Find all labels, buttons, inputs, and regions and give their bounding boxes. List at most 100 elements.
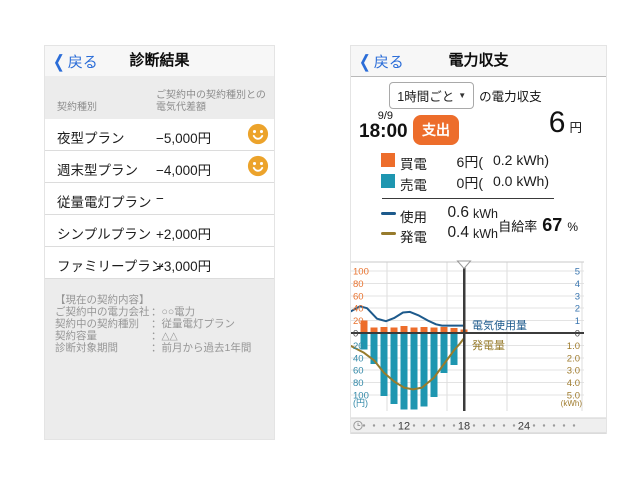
right-axis-unit: (kWh) (561, 399, 583, 408)
x-axis-strip[interactable] (351, 418, 606, 433)
contract-detail-value: ：○○電力 (151, 306, 196, 318)
left-axis-tick: 80 (353, 279, 364, 290)
sell-kwh-value: 0.0 kWh) (492, 173, 549, 189)
back-label: 戻る (67, 53, 98, 71)
contract-detail-label: 契約容量 (55, 330, 97, 342)
left-axis-zero: 0 (353, 329, 358, 340)
usage-generation-legend: 使用 0.6 kWh 発電 0.4 kWh (351, 203, 551, 245)
left-axis-tick: 40 (353, 353, 364, 364)
usage-line (351, 305, 465, 327)
x-axis-dot (442, 424, 446, 427)
buy-bar (390, 327, 398, 333)
contract-detail-line: ご契約中の電力会社 ：○○電力 (55, 306, 264, 318)
sell-bar (360, 334, 368, 350)
x-axis-dot (552, 424, 556, 427)
sell-bar (440, 334, 448, 374)
generation-annotation: 発電量 (472, 338, 505, 352)
sell-yen-value: 0円( (456, 175, 483, 191)
cursor-datetime: 9/9 18:00 (359, 110, 408, 142)
sell-breakdown-row: 売電 0円(0.0 kWh) (351, 171, 606, 193)
time-label: 18:00 (359, 121, 408, 142)
col-header-cost-diff-line2: 電気代差額 (156, 102, 206, 113)
right-axis-tick: 1 (575, 316, 580, 327)
right-axis-tick: 4.0 (567, 378, 580, 389)
generation-value: 0.4 (447, 224, 469, 241)
buy-bar (360, 320, 368, 333)
right-axis-tick: 5 (575, 267, 580, 278)
left-axis-tick: 100 (353, 391, 369, 402)
power-balance-screen: ❮ 戻る 電力収支 1時間ごと ▼ の電力収支 9/9 18:00 支出 6 円… (350, 45, 607, 434)
cursor-notch-icon (456, 260, 472, 270)
x-axis-dot (432, 424, 436, 427)
sell-swatch-icon (381, 174, 395, 188)
back-chevron-icon: ❮ (53, 51, 65, 71)
plan-name-label: シンプルプラン (57, 227, 152, 242)
plan-table-header: 契約種別 ご契約中の契約種別との 電気代差額 (45, 76, 274, 120)
generation-label: 発電 (400, 230, 427, 245)
back-button[interactable]: ❮ 戻る (359, 46, 404, 76)
x-axis-dot (382, 424, 386, 427)
current-contract-lines: ご契約中の電力会社 ：○○電力 契約中の契約種別 ：従量電灯プラン 契約容量 ：△△ 診断対… (55, 306, 264, 354)
contract-detail-value: ：△△ (151, 330, 178, 342)
buy-bar (430, 327, 438, 333)
clock-hands-icon (357, 422, 361, 426)
period-dropdown-value: 1時間ごと (397, 89, 455, 104)
smiley-icon (247, 123, 269, 145)
x-axis-dot (422, 424, 426, 427)
x-axis-dot (572, 424, 576, 427)
left-axis-tick: 60 (353, 291, 364, 302)
buy-breakdown-row: 買電 6円(0.2 kWh) (351, 150, 606, 172)
right-axis-tick: 3.0 (567, 366, 580, 377)
x-axis-dot (532, 424, 536, 427)
left-axis-tick: 60 (353, 366, 364, 377)
buy-yen-value: 6円( (456, 154, 483, 170)
usage-unit: kWh (473, 207, 498, 221)
sell-bar (390, 334, 398, 405)
period-dropdown[interactable]: 1時間ごと ▼ (389, 81, 475, 109)
page-title: 電力収支 (448, 52, 509, 69)
contract-detail-label: 診断対象期間 (55, 342, 118, 354)
self-sufficiency-label: 自給率 (498, 219, 538, 234)
current-contract-title: 【現在の契約内容】 (55, 294, 150, 306)
usage-label: 使用 (400, 210, 427, 225)
plan-name-label: 週末型プラン (57, 163, 138, 178)
balance-chart-svg[interactable]: 10080604020204060801000(円)543211.02.03.0… (351, 258, 606, 434)
left-axis-unit: (円) (353, 398, 368, 408)
sell-bar (380, 334, 388, 396)
usage-annotation: 電気使用量 (472, 318, 527, 332)
dropdown-arrow-icon: ▼ (458, 90, 467, 100)
plan-cost-diff-value: +3,000円 (156, 259, 212, 274)
buy-bar (440, 326, 448, 333)
buy-bar (380, 326, 388, 333)
plan-cost-diff-value: +2,000円 (156, 227, 212, 242)
section-divider (382, 198, 554, 199)
x-axis-dot (492, 424, 496, 427)
plan-table-row: 夜型プラン −5,000円 (45, 119, 274, 151)
back-label: 戻る (373, 53, 404, 71)
right-axis-tick: 4 (575, 279, 580, 290)
nav-bar: ❮ 戻る 電力収支 (351, 46, 606, 77)
x-axis-dot (512, 424, 516, 427)
diagnosis-screen: ❮ 戻る 診断結果 契約種別 ご契約中の契約種別との 電気代差額 夜型プラン −5… (44, 45, 275, 440)
col-header-cost-diff: ご契約中の契約種別との 電気代差額 (156, 90, 266, 114)
balance-chart[interactable]: 100 80 60 40 20 20 40 60 80 100 0 (円) 5 4 3 2 1 1.0 2.0 3.0… (351, 258, 606, 434)
plan-name-label: 従量電灯プラン (57, 195, 152, 210)
left-axis-tick: 80 (353, 378, 364, 389)
plan-name-label: ファミリープラン (57, 259, 165, 274)
plan-name-label: 夜型プラン (57, 131, 125, 146)
generation-line (351, 337, 465, 391)
amount-value: 6 (548, 106, 566, 139)
period-suffix-label: の電力収支 (479, 89, 542, 104)
x-axis-dot (502, 424, 506, 427)
plan-cost-diff-value: −5,000円 (156, 131, 212, 146)
buy-swatch-icon (381, 153, 395, 167)
generation-legend-row: 発電 0.4 kWh (351, 223, 551, 245)
plan-cost-diff-value: − (156, 191, 164, 206)
buy-label: 買電 (400, 157, 427, 172)
smiley-icon (247, 155, 269, 177)
back-button[interactable]: ❮ 戻る (53, 46, 98, 76)
contract-detail-line: 契約中の契約種別 ：従量電灯プラン (55, 318, 264, 330)
x-axis-dot (362, 424, 366, 427)
x-axis-dot (562, 424, 566, 427)
generation-unit: kWh (473, 227, 498, 241)
